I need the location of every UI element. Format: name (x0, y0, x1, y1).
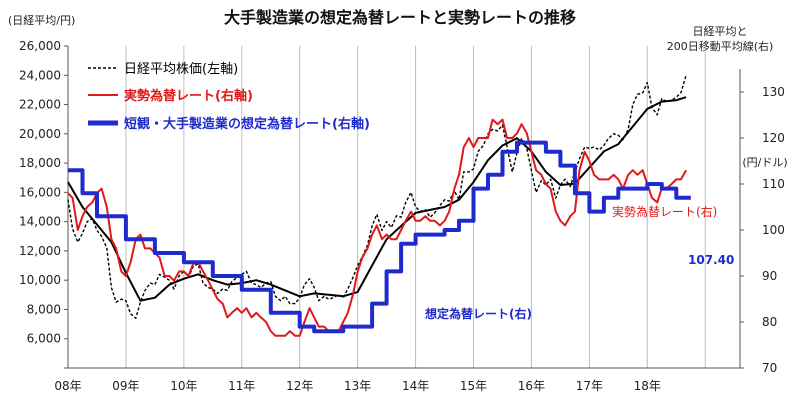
annotation-last-value: 107.40 (688, 253, 734, 267)
axes: 26,000 24,000 22,000 20,000 18,000 16,000 14,0… (19, 39, 785, 393)
right-tick-label-2: 110 (762, 177, 785, 191)
right-tick-label-0: 130 (762, 85, 785, 99)
left-tick-label-2: 22,000 (19, 98, 61, 112)
right-top-note-line2: 200日移動平均線(右) (667, 39, 774, 53)
right-tick-label-6: 70 (762, 361, 777, 375)
x-tick-label-2: 10年 (170, 379, 197, 393)
right-tick-label-1: 120 (762, 131, 785, 145)
left-tick-label-4: 18,000 (19, 156, 61, 170)
right-top-note-line1: 日経平均と (693, 25, 748, 38)
left-axis-unit: (日経平均/円) (8, 14, 75, 27)
x-tick-label-3: 11年 (228, 379, 255, 393)
left-tick-label-5: 16,000 (19, 185, 61, 199)
left-tick-label-1: 24,000 (19, 68, 61, 82)
actual-rate-line (67, 118, 687, 337)
x-tick-label-5: 13年 (344, 379, 371, 393)
x-tick-label-6: 14年 (402, 379, 429, 393)
legend-label-actual-rate: 実勢為替レート(右軸) (124, 88, 253, 104)
x-tick-label-1: 09年 (112, 379, 139, 393)
right-axis-unit: (円/ドル) (742, 156, 787, 169)
left-tick-label-9: 8,000 (27, 302, 61, 316)
left-tick-label-6: 14,000 (19, 215, 61, 229)
annotation-actual-rate: 実勢為替レート(右) (612, 204, 717, 219)
left-tick-label-7: 12,000 (19, 244, 61, 258)
annotation-assumed-rate: 想定為替レート(右) (424, 306, 532, 321)
x-tick-label-9: 17年 (576, 379, 603, 393)
left-tick-label-3: 20,000 (19, 127, 61, 141)
right-tick-label-3: 100 (762, 223, 785, 237)
x-tick-label-10: 18年 (634, 379, 661, 393)
legend: 日経平均株価(左軸) 実勢為替レート(右軸) 短観・大手製造業の想定為替レート(… (88, 62, 370, 132)
nikkei-line (67, 75, 687, 319)
x-tick-label-8: 16年 (518, 379, 545, 393)
legend-label-nikkei: 日経平均株価(左軸) (124, 62, 238, 77)
left-tick-label-0: 26,000 (19, 39, 61, 53)
series-lines (67, 75, 691, 337)
chart-title: 大手製造業の想定為替レートと実勢レートの推移 (224, 8, 576, 27)
right-tick-label-5: 80 (762, 315, 777, 329)
assumed-rate-line (68, 140, 691, 334)
nikkei-200ma-line (67, 96, 687, 302)
right-tick-label-4: 90 (762, 269, 777, 283)
left-tick-label-10: 6,000 (27, 332, 61, 346)
x-tick-label-4: 12年 (286, 379, 313, 393)
left-tick-label-8: 10,000 (19, 273, 61, 287)
grid-lines (67, 46, 706, 368)
legend-label-assumed-rate: 短観・大手製造業の想定為替レート(右軸) (124, 116, 370, 132)
x-tick-label-7: 15年 (460, 379, 487, 393)
x-tick-label-0: 08年 (54, 379, 81, 393)
